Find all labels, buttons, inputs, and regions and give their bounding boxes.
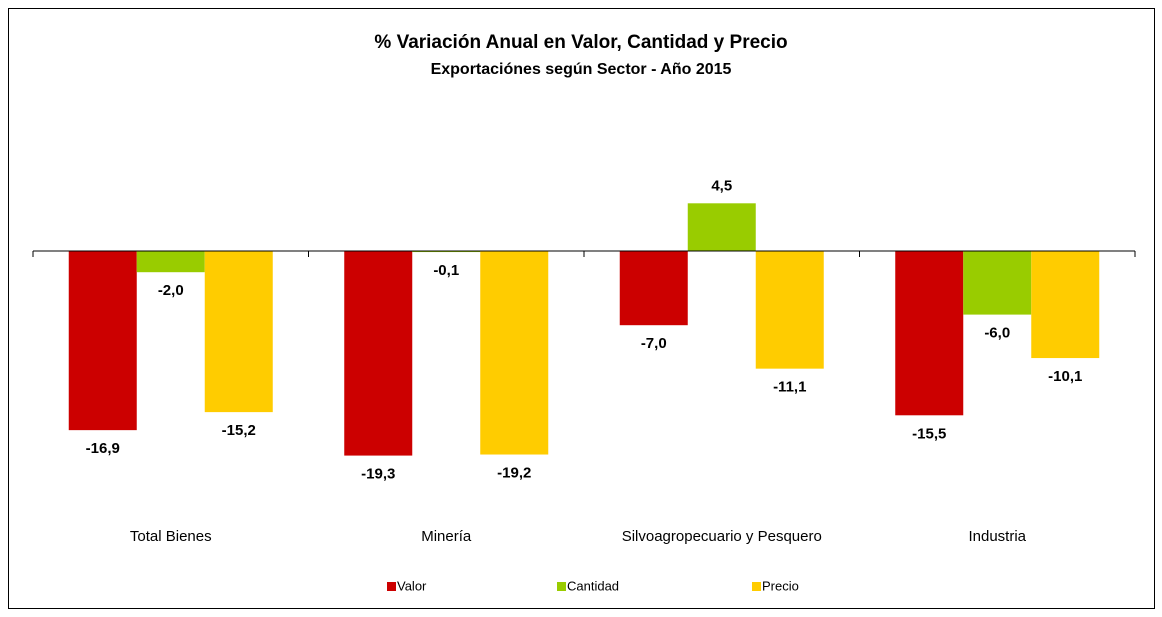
legend-swatch — [752, 582, 761, 591]
data-label: -7,0 — [641, 335, 667, 352]
legend-swatch — [557, 582, 566, 591]
bar — [963, 251, 1032, 315]
x-tick-label: Industria — [968, 528, 1026, 545]
chart-title: % Variación Anual en Valor, Cantidad y P… — [374, 32, 787, 53]
bar — [619, 251, 688, 326]
data-label: -15,2 — [222, 422, 256, 439]
data-label: -19,2 — [497, 464, 531, 481]
bar — [344, 251, 413, 456]
data-label: -15,5 — [912, 425, 946, 442]
bar — [895, 251, 964, 416]
bar — [136, 251, 205, 273]
data-label: -10,1 — [1048, 368, 1082, 385]
bar — [687, 203, 756, 251]
chart-subtitle: Exportaciónes según Sector - Año 2015 — [431, 61, 732, 78]
x-tick-label: Total Bienes — [130, 528, 212, 545]
x-tick-label: Silvoagropecuario y Pesquero — [622, 528, 822, 545]
data-label: -6,0 — [984, 325, 1010, 342]
bar — [480, 251, 549, 455]
legend-label: Valor — [397, 578, 427, 593]
data-label: -16,9 — [86, 440, 120, 457]
data-label: 4,5 — [711, 177, 732, 194]
legend-swatch — [387, 582, 396, 591]
bar — [204, 251, 273, 413]
bar — [68, 251, 137, 431]
bar — [1031, 251, 1100, 359]
legend-label: Precio — [762, 578, 799, 593]
data-label: -19,3 — [361, 466, 395, 483]
data-label: -0,1 — [433, 262, 459, 279]
bar — [412, 251, 481, 253]
data-label: -2,0 — [158, 282, 184, 299]
bar — [755, 251, 824, 369]
x-tick-label: Minería — [421, 528, 472, 545]
legend-label: Cantidad — [567, 578, 619, 593]
data-label: -11,1 — [773, 379, 806, 396]
